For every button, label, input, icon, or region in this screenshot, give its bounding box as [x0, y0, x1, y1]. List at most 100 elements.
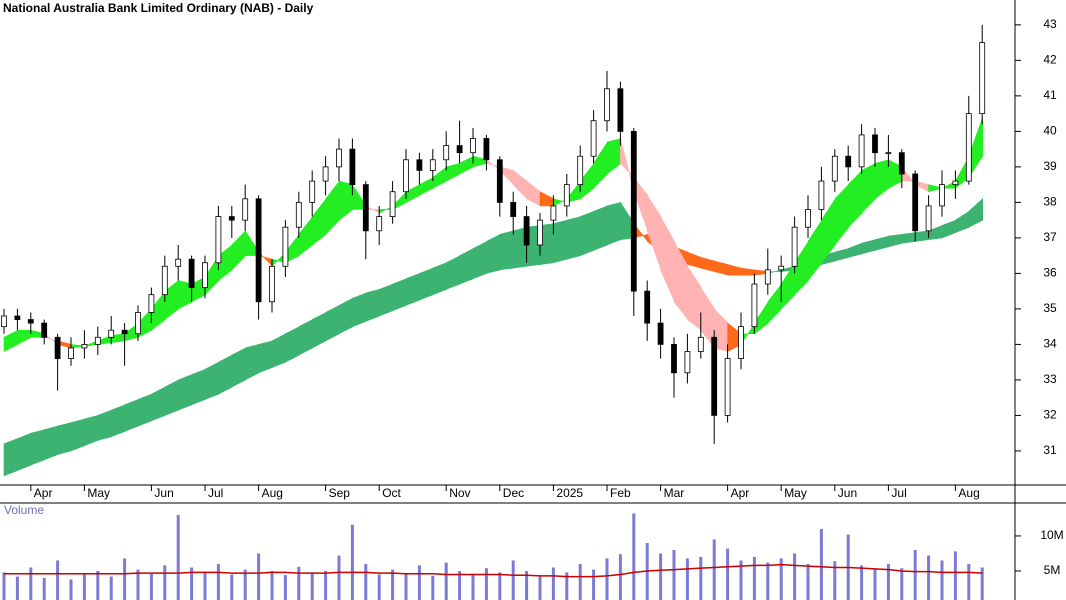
band-segment: [231, 347, 246, 388]
band-segment: [3, 438, 19, 477]
y-tick-label: 33: [1043, 372, 1057, 386]
band-segment: [43, 425, 59, 461]
candle-body: [403, 159, 409, 193]
band-segment: [512, 169, 528, 200]
band-segment: [713, 308, 729, 352]
candle-body: [362, 184, 369, 232]
band-segment: [110, 404, 126, 438]
volume-bar: [149, 573, 153, 600]
candle-body: [939, 184, 945, 207]
y-tick-label: 39: [1043, 159, 1057, 173]
candle-body: [81, 343, 88, 349]
candle-body: [738, 326, 744, 360]
band-segment: [432, 262, 448, 296]
volume-bar: [471, 573, 475, 600]
volume-bar: [243, 569, 247, 600]
volume-bar: [511, 560, 515, 600]
volume-bar: [324, 570, 328, 600]
volume-bar: [190, 567, 194, 600]
candle-body: [818, 180, 825, 210]
y-tick-label: 36: [1043, 266, 1057, 280]
band-segment: [84, 415, 99, 447]
x-tick-label: Jun: [154, 486, 173, 500]
candle-body: [925, 205, 932, 232]
volume-bar: [257, 553, 261, 600]
band-segment: [191, 368, 206, 406]
volume-bar: [833, 561, 837, 600]
candle-body: [577, 155, 584, 186]
candle-body: [496, 159, 503, 203]
volume-bar: [82, 574, 86, 600]
volume-bar: [886, 563, 890, 600]
x-tick-label: Sep: [329, 486, 351, 500]
candle-body: [644, 290, 651, 324]
candle-body: [349, 148, 356, 186]
band-segment: [553, 219, 568, 264]
band-segment: [593, 205, 608, 251]
candle-body: [108, 329, 115, 338]
band-segment: [700, 286, 716, 349]
band-segment: [673, 240, 689, 321]
band-segment: [137, 393, 153, 427]
band-segment: [646, 194, 662, 270]
volume-bar: [42, 577, 46, 600]
candle-body: [336, 148, 342, 168]
y-tick-label: 31: [1043, 443, 1057, 457]
candle-body: [282, 226, 289, 267]
band-segment: [258, 340, 273, 374]
volume-bar: [431, 575, 435, 600]
candle-body: [711, 336, 718, 416]
candle-body: [537, 219, 543, 246]
band-segment: [124, 398, 139, 432]
volume-bar: [484, 568, 488, 600]
band-segment: [821, 197, 836, 264]
volume-bar: [551, 567, 555, 600]
candle-body: [604, 88, 610, 122]
candle-body: [27, 319, 34, 324]
candle-body: [858, 134, 865, 168]
candle-body: [697, 336, 704, 352]
volume-bar: [297, 566, 301, 600]
candle-body: [188, 258, 195, 288]
volume-bar: [283, 575, 287, 600]
y-tick-label: 10M: [1040, 528, 1063, 542]
y-tick-label: 34: [1043, 337, 1057, 351]
candle-body: [68, 347, 74, 360]
candle-body: [389, 191, 396, 217]
band-segment: [218, 354, 233, 395]
band-segment: [794, 240, 809, 296]
band-segment: [807, 219, 823, 282]
x-tick-label: Dec: [503, 486, 524, 500]
candle-body: [872, 134, 878, 154]
band-segment: [928, 184, 943, 193]
band-segment: [392, 278, 407, 312]
band-segment: [298, 215, 314, 257]
candle-body: [590, 120, 597, 157]
band-segment: [767, 283, 783, 324]
volume-bar: [69, 579, 73, 600]
y-tick-label: 32: [1043, 408, 1057, 422]
candle-body: [845, 155, 852, 168]
volume-bar: [29, 567, 33, 600]
volume-bar: [203, 572, 207, 600]
volume-bar: [96, 570, 100, 600]
candle-body: [898, 152, 905, 175]
volume-bar: [391, 569, 395, 600]
candle-body: [724, 358, 731, 416]
volume-bar: [136, 569, 140, 600]
candle-body: [952, 180, 959, 186]
candle-body: [202, 262, 208, 288]
volume-bar: [793, 553, 797, 600]
y-tick-label: 38: [1043, 195, 1057, 209]
band-segment: [17, 432, 32, 471]
volume-bar: [712, 539, 716, 600]
candle-body: [121, 329, 128, 335]
volume-average: [4, 563, 983, 578]
volume-bar: [940, 560, 944, 600]
chart-title: National Australia Bank Limited Ordinary…: [3, 1, 314, 15]
volume-bar: [404, 573, 408, 600]
candle-body: [470, 138, 476, 154]
candle-body: [295, 201, 302, 228]
x-tick-label: Oct: [382, 486, 401, 500]
volume-bar: [109, 576, 113, 600]
